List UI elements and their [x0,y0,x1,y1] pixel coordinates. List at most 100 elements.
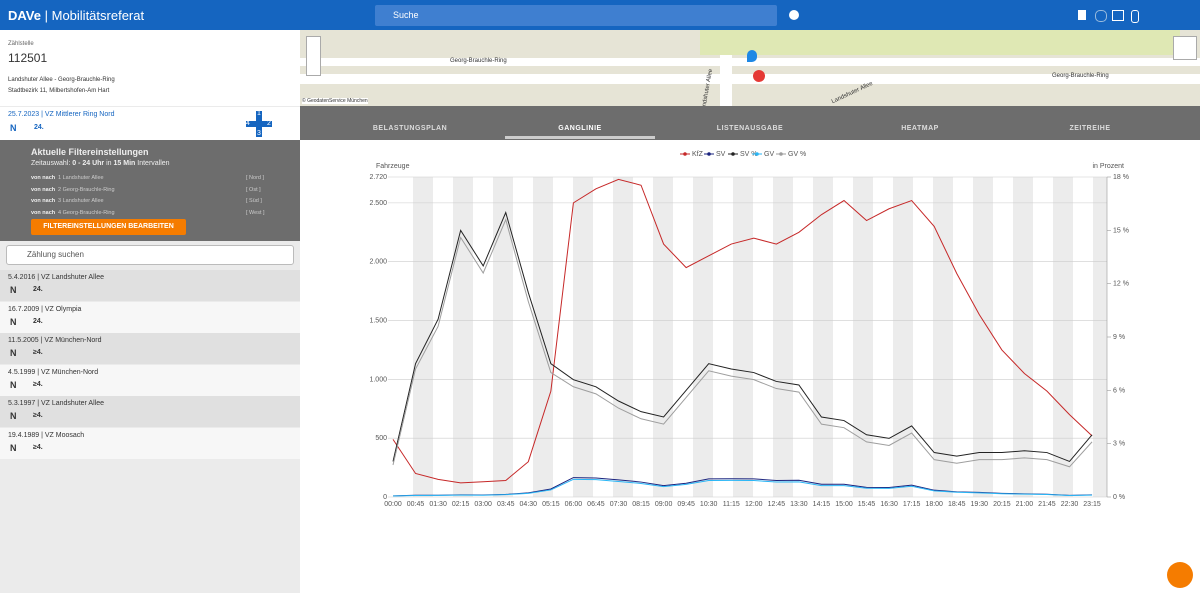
x-tick-label: 15:45 [858,501,876,508]
count-title: 5.3.1997 | VZ Landshuter Allee [8,400,104,407]
tag: ≥4. [33,380,43,388]
tag: 24. [33,286,43,293]
filter-arm: 2 Georg-Brauchle-Ring [58,186,115,193]
filter-arm: 3 Landshuter Allee [58,198,104,204]
current-count[interactable]: 25.7.2023 | VZ Mittlerer Ring Nord N 24.… [0,107,300,140]
tab[interactable]: HEATMAP [901,125,939,132]
legend-label: SV % [740,151,758,158]
x-tick-label: 20:15 [993,501,1011,508]
x-tick-label: 17:15 [903,501,921,508]
station-label: Zählstelle [8,41,34,47]
x-tick-label: 22:30 [1061,501,1079,508]
count-title: 4.5.1999 | VZ München-Nord [8,368,99,376]
text: in [106,160,112,167]
pdf-fab[interactable] [1167,562,1193,588]
count-item[interactable]: 5.3.1997 | VZ Landshuter Allee N ≥4. [0,396,300,427]
tag: N [10,285,17,295]
count-item[interactable]: 11.5.2005 | VZ München-Nord N ≥4. [0,333,300,364]
y2-tick-label: 0 % [1113,494,1125,501]
filter-from: von nach [31,175,56,181]
count-search-text: Zählung suchen [27,250,84,259]
attach-icon[interactable] [1131,10,1139,23]
y2-tick-label: 6 % [1113,387,1125,394]
park [700,30,1180,55]
text: Intervallen [137,160,170,167]
tab[interactable]: BELASTUNGSPLAN [372,125,448,132]
x-tick-label: 04:30 [520,501,538,508]
tab[interactable]: GANGLINIE [558,125,602,132]
history-icon[interactable] [1095,10,1107,22]
x-tick-label: 06:00 [565,501,583,508]
x-tick-label: 03:45 [497,501,515,508]
time-band [453,177,473,497]
pdf-icon[interactable] [1078,10,1086,20]
y2-tick-label: 3 % [1113,441,1125,448]
station-card: Zählstelle 112501 Landshuter Allee - Geo… [0,30,300,106]
map-credit: © GeodatenService München [302,98,368,104]
legend-marker [755,152,759,156]
info-icon[interactable] [789,10,799,20]
x-tick-label: 12:45 [768,501,786,508]
tab[interactable]: ZEITREIHE [1069,125,1111,132]
count-item[interactable]: 5.4.2016 | VZ Landshuter Allee N 24. [0,270,300,301]
y-tick-label: 500 [375,435,387,442]
time-band [613,177,633,497]
legend-marker [707,152,711,156]
map[interactable]: Georg-Brauchle-Ring Georg-Brauchle-Ring … [300,30,1200,106]
station-id: 112501 [8,51,48,65]
y2-axis-title: in Prozent [1092,163,1124,170]
x-tick-label: 14:15 [813,501,831,508]
series-line [392,478,1093,497]
count-title: 16.7.2009 | VZ Olympia [8,305,82,313]
y-tick-label: 2.500 [369,200,387,207]
text: 0 - 24 Uhr [72,160,105,167]
x-tick-label: 09:45 [677,501,695,508]
y-tick-label: 1.000 [369,376,387,383]
text: Zeitauswahl: [31,160,71,167]
x-tick-label: 01:30 [429,501,447,508]
x-tick-label: 07:30 [610,501,628,508]
marker-n[interactable] [753,70,765,82]
count-item[interactable]: 19.4.1989 | VZ Moosach N ≥4. [0,427,300,459]
x-tick-label: 21:00 [1016,501,1034,508]
legend-marker [779,152,783,156]
station-district: Stadtbezirk 11, Milbertshofen-Am Hart [8,88,110,94]
count-search[interactable]: Zählung suchen [6,245,294,265]
x-tick-label: 06:45 [587,501,605,508]
tag: N [10,411,17,421]
time-band [653,177,673,497]
map-label: Landshuter Allee [830,80,874,106]
filter-from: von nach [31,186,56,193]
compass-v [256,111,262,137]
count-item[interactable]: 16.7.2009 | VZ Olympia N 24. [0,301,300,333]
x-tick-label: 21:45 [1038,501,1056,508]
side-panel: Zählstelle 112501 Landshuter Allee - Geo… [0,30,300,593]
time-band [1093,177,1107,497]
filter-title: Aktuelle Filtereinstellungen [31,147,149,157]
x-tick-label: 19:30 [971,501,989,508]
count-item[interactable]: 4.5.1999 | VZ München-Nord N ≥4. [0,364,300,396]
y-tick-label: 0 [383,494,387,501]
filter-button[interactable]: FILTEREINSTELLUNGEN BEARBEITEN [31,219,186,235]
time-band [933,177,953,497]
tab[interactable]: LISTENAUSGABE [716,125,784,132]
x-tick-label: 03:00 [474,501,492,508]
x-tick-label: 09:00 [655,501,673,508]
layer-control[interactable] [1173,36,1197,60]
time-band [813,177,833,497]
feedback-icon[interactable] [1112,10,1124,21]
time-band [693,177,713,497]
y-tick-label: 2.000 [369,259,387,266]
search-box[interactable]: Suche [375,5,777,26]
x-tick-label: 13:30 [790,501,808,508]
time-band [573,177,593,497]
x-tick-label: 05:15 [542,501,560,508]
marker[interactable] [747,50,757,62]
filter-time: Zeitauswahl: 0 - 24 Uhr in 15 Min Interv… [31,160,170,167]
time-band [973,177,993,497]
zoom-control[interactable] [306,36,321,76]
tab-bar: BELASTUNGSPLAN GANGLINIE LISTENAUSGABE HEAT… [300,106,1200,140]
count-title: 11.5.2005 | VZ München-Nord [8,337,102,344]
time-band [853,177,873,497]
series-line [392,178,1093,484]
